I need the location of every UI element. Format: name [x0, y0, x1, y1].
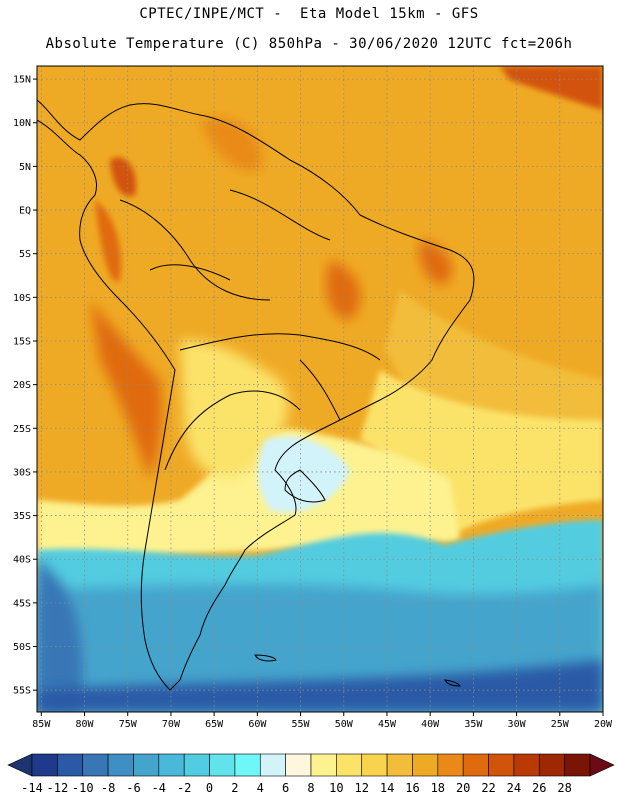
colorbar-swatch: [82, 753, 109, 777]
colorbar-swatch: [259, 753, 286, 777]
colorbar-under-arrow: [7, 753, 33, 777]
colorbar-label: 22: [481, 781, 495, 795]
colorbar-swatch: [513, 753, 540, 777]
colorbar-label: -12: [47, 781, 69, 795]
colorbar-label: 6: [282, 781, 289, 795]
colorbar-label: 18: [431, 781, 445, 795]
longitude-label: 60W: [248, 719, 267, 730]
longitude-labels: 85W 80W 75W 70W 65W 60W 55W 50W 45W 40W 35W 30W 25W 2…: [32, 712, 613, 730]
longitude-label: 25W: [551, 719, 570, 730]
colorbar: -14 -12 -10 -8 -6 -4 -2 0 2 4 6 8 10 12 14 16 18 20 22 24 26…: [7, 753, 615, 795]
map-frame: [36, 65, 604, 713]
latitude-label: 10N: [13, 118, 31, 129]
longitude-label: 65W: [205, 719, 224, 730]
colorbar-label: -8: [101, 781, 115, 795]
longitude-label: 40W: [421, 719, 440, 730]
colorbar-swatch: [183, 753, 210, 777]
latitude-label: 40S: [13, 555, 31, 566]
colorbar-swatch: [361, 753, 388, 777]
colorbar-label: -14: [21, 781, 43, 795]
longitude-label: 45W: [378, 719, 397, 730]
colorbar-swatch: [209, 753, 236, 777]
colorbar-swatch: [57, 753, 84, 777]
longitude-label: 35W: [464, 719, 483, 730]
latitude-label: EQ: [19, 206, 31, 217]
latitude-label: 15N: [13, 75, 31, 86]
longitude-label: 55W: [292, 719, 311, 730]
colorbar-label: 28: [557, 781, 571, 795]
colorbar-swatch: [437, 753, 464, 777]
longitude-label: 75W: [119, 719, 138, 730]
colorbar-swatch: [107, 753, 134, 777]
colorbar-swatch: [538, 753, 565, 777]
colorbar-label: 20: [456, 781, 470, 795]
colorbar-label: 4: [257, 781, 264, 795]
colorbar-label: 8: [307, 781, 314, 795]
colorbar-label: 12: [355, 781, 369, 795]
title-line-1: CPTEC/INPE/MCT - Eta Model 15km - GFS: [139, 6, 479, 22]
latitude-labels: 15N 10N 5N EQ 5S 10S 15S 20S 25S 30S 35S 40S 45S 50S 5…: [13, 75, 37, 697]
latitude-label: 5N: [19, 162, 31, 173]
temperature-map: 15N 10N 5N EQ 5S 10S 15S 20S 25S 30S 35S 40S 45S 50S 5…: [13, 65, 613, 730]
colorbar-swatch: [488, 753, 515, 777]
longitude-label: 80W: [75, 719, 94, 730]
latitude-label: 30S: [13, 467, 31, 478]
colorbar-swatch: [412, 753, 439, 777]
colorbar-swatch: [462, 753, 489, 777]
latitude-label: 5S: [19, 249, 31, 260]
longitude-label: 85W: [32, 719, 51, 730]
latitude-label: 25S: [13, 424, 31, 435]
colorbar-label: -6: [126, 781, 140, 795]
longitude-label: 50W: [335, 719, 354, 730]
colorbar-label: -4: [152, 781, 166, 795]
colorbar-label: 24: [507, 781, 521, 795]
latitude-label: 10S: [13, 293, 31, 304]
latitude-label: 20S: [13, 380, 31, 391]
colorbar-label: -10: [72, 781, 94, 795]
colorbar-swatch: [31, 753, 58, 777]
colorbar-label: 14: [380, 781, 394, 795]
latitude-label: 50S: [13, 642, 31, 653]
latitude-label: 55S: [13, 686, 31, 697]
colorbar-swatch: [564, 753, 591, 777]
title-line-2: Absolute Temperature (C) 850hPa - 30/06/…: [45, 36, 573, 52]
colorbar-label: 10: [329, 781, 343, 795]
colorbar-label: -2: [177, 781, 191, 795]
colorbar-swatch: [285, 753, 312, 777]
latitude-label: 45S: [13, 598, 31, 609]
longitude-label: 70W: [162, 719, 181, 730]
longitude-label: 20W: [594, 719, 613, 730]
coastline: [37, 99, 475, 691]
colorbar-label: 0: [206, 781, 213, 795]
colorbar-label: 2: [231, 781, 238, 795]
latitude-label: 15S: [13, 336, 31, 347]
colorbar-swatch: [336, 753, 363, 777]
colorbar-over-arrow: [589, 753, 615, 777]
colorbar-swatch: [386, 753, 413, 777]
longitude-label: 30W: [508, 719, 527, 730]
temperature-field: [37, 66, 603, 712]
colorbar-swatch: [158, 753, 185, 777]
colorbar-label: 26: [532, 781, 546, 795]
colorbar-label: 16: [405, 781, 419, 795]
colorbar-swatch: [234, 753, 261, 777]
colorbar-swatch: [133, 753, 160, 777]
latitude-label: 35S: [13, 511, 31, 522]
colorbar-swatch: [310, 753, 337, 777]
